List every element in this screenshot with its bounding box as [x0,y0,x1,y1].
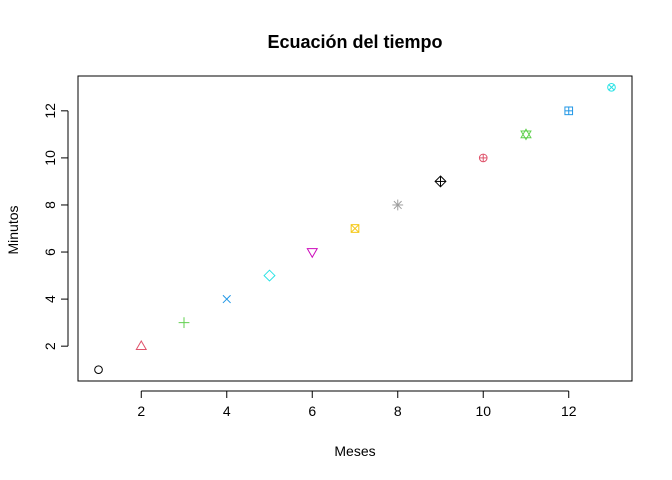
chart-title: Ecuación del tiempo [267,32,442,52]
data-point-13 [607,82,616,92]
data-point-11 [520,128,532,141]
y-axis: 2 4 6 8 10 12 [42,103,69,350]
x-tick-label: 2 [137,403,145,419]
data-point-1 [94,365,103,375]
x-axis-label: Meses [334,443,375,459]
y-tick-label: 2 [42,342,58,350]
y-axis-label: Minutos [5,205,21,254]
data-point-4 [222,294,231,304]
x-tick-label: 4 [223,403,231,419]
x-tick-label: 6 [308,403,316,419]
data-points [94,82,616,375]
data-point-7 [350,224,360,233]
data-point-8 [392,199,404,211]
data-point-12 [564,106,574,116]
y-tick-label: 10 [42,150,58,166]
y-tick-label: 8 [42,201,58,209]
data-point-9 [434,175,447,188]
data-point-3 [178,317,190,329]
y-tick-label: 6 [42,248,58,256]
data-point-5 [263,269,276,282]
x-axis: 2 4 6 8 10 12 [137,390,577,419]
y-tick-label: 12 [42,103,58,119]
y-tick-label: 4 [42,295,58,303]
x-tick-label: 12 [561,403,577,419]
data-point-2 [135,339,148,351]
plot-frame [77,75,633,382]
x-tick-label: 8 [394,403,402,419]
data-point-6 [306,248,319,259]
x-tick-label: 10 [475,403,491,419]
data-point-10 [478,153,488,163]
